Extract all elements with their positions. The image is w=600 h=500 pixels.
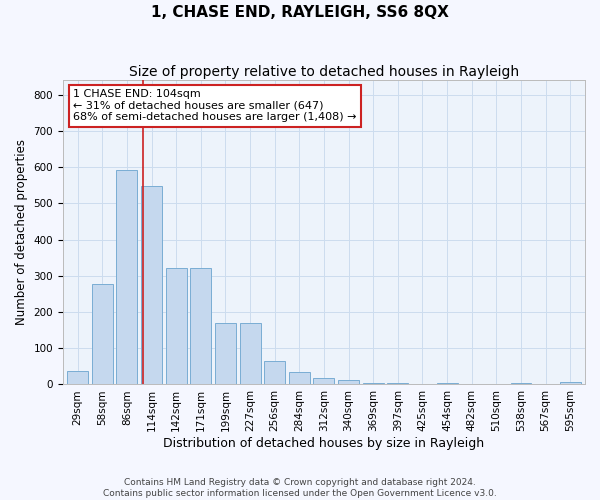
Bar [215, 323, 236, 384]
Bar [239, 323, 260, 384]
Bar [141, 186, 162, 384]
Bar [560, 382, 581, 384]
Bar [313, 378, 334, 384]
Bar [338, 380, 359, 384]
Bar [116, 170, 137, 384]
Bar [388, 382, 408, 384]
Text: 1 CHASE END: 104sqm
← 31% of detached houses are smaller (647)
68% of semi-detac: 1 CHASE END: 104sqm ← 31% of detached ho… [73, 90, 357, 122]
Title: Size of property relative to detached houses in Rayleigh: Size of property relative to detached ho… [129, 65, 519, 79]
Bar [289, 372, 310, 384]
Bar [166, 268, 187, 384]
Bar [437, 382, 458, 384]
Bar [511, 382, 532, 384]
Bar [190, 268, 211, 384]
Bar [92, 284, 113, 384]
Bar [363, 382, 383, 384]
Bar [67, 370, 88, 384]
Bar [264, 361, 285, 384]
X-axis label: Distribution of detached houses by size in Rayleigh: Distribution of detached houses by size … [163, 437, 485, 450]
Text: 1, CHASE END, RAYLEIGH, SS6 8QX: 1, CHASE END, RAYLEIGH, SS6 8QX [151, 5, 449, 20]
Text: Contains HM Land Registry data © Crown copyright and database right 2024.
Contai: Contains HM Land Registry data © Crown c… [103, 478, 497, 498]
Y-axis label: Number of detached properties: Number of detached properties [15, 140, 28, 326]
